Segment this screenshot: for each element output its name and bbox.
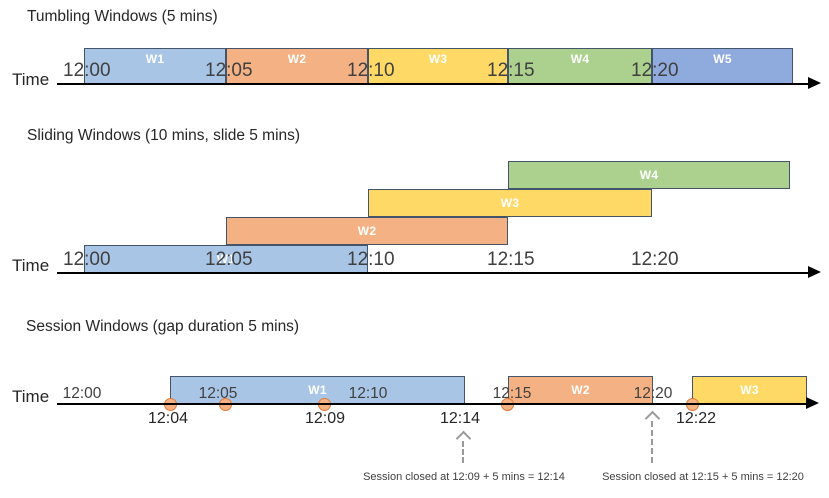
session-timeline-axis	[57, 403, 808, 405]
session-window-w3: W3	[692, 376, 807, 404]
event-time-label: 12:22	[675, 410, 717, 427]
event-time-label: 12:14	[439, 410, 481, 427]
tick-label: 12:20	[631, 60, 679, 81]
window-label: W3	[740, 383, 759, 397]
window-label: W2	[571, 383, 590, 397]
sliding-axis-arrowhead-icon	[808, 266, 821, 278]
tick-label: 12:00	[63, 249, 111, 270]
session-time-axis-label: Time	[12, 387, 50, 406]
tumbling-window-w3: W3	[368, 48, 508, 84]
sliding-window-w2: W2	[226, 217, 508, 245]
window-label: W3	[428, 52, 448, 66]
tumbling-window-w5: W5	[652, 48, 793, 84]
tick-label: 12:20	[631, 249, 679, 270]
tick-label: 12:10	[347, 60, 395, 81]
window-label: W4	[639, 168, 659, 182]
sliding-window-w4: W4	[508, 161, 790, 189]
tick-label: 12:05	[198, 385, 238, 402]
event-time-label: 12:09	[304, 410, 346, 427]
session-axis-arrowhead-icon	[806, 397, 819, 409]
tick-label: 12:15	[487, 60, 535, 81]
dashed-arrow-stem	[462, 441, 464, 463]
sliding-timeline-axis	[57, 272, 810, 274]
tick-label: 12:20	[633, 385, 673, 402]
sliding-window-w1: W1	[84, 245, 368, 273]
tick-label: 12:05	[205, 249, 253, 270]
tumbling-axis-arrowhead-icon	[808, 77, 821, 89]
dashed-arrow-stem	[651, 421, 653, 463]
sliding-window-w3: W3	[368, 189, 652, 217]
window-label: W1	[216, 252, 236, 266]
tick-label: 12:10	[347, 249, 395, 270]
tumbling-timeline-axis	[57, 83, 810, 85]
window-label: W2	[357, 224, 377, 238]
session-close-annotation: Session closed at 12:15 + 5 mins = 12:20	[602, 471, 804, 483]
sliding-time-axis-label: Time	[12, 256, 50, 275]
window-label: W4	[570, 52, 590, 66]
tumbling-time-axis-label: Time	[12, 70, 50, 89]
tumbling-section-title: Tumbling Windows (5 mins)	[27, 8, 218, 25]
tick-label: 12:00	[62, 385, 102, 402]
session-close-annotation: Session closed at 12:09 + 5 mins = 12:14	[363, 471, 565, 483]
tick-label: 12:05	[205, 60, 253, 81]
window-label: W1	[145, 52, 165, 66]
window-label: W1	[308, 383, 327, 397]
tick-label: 12:10	[348, 385, 388, 402]
window-label: W5	[713, 52, 732, 66]
session-section-title: Session Windows (gap duration 5 mins)	[26, 318, 300, 335]
tick-label: 12:00	[63, 60, 111, 81]
event-time-label: 12:04	[147, 410, 189, 427]
tick-label: 12:15	[487, 249, 535, 270]
sliding-section-title: Sliding Windows (10 mins, slide 5 mins)	[27, 127, 301, 144]
window-label: W3	[500, 196, 520, 210]
tumbling-window-w1: W1	[84, 48, 226, 84]
session-window-w1: W1	[170, 376, 465, 404]
tick-label: 12:15	[492, 385, 532, 402]
window-label: W2	[287, 52, 307, 66]
